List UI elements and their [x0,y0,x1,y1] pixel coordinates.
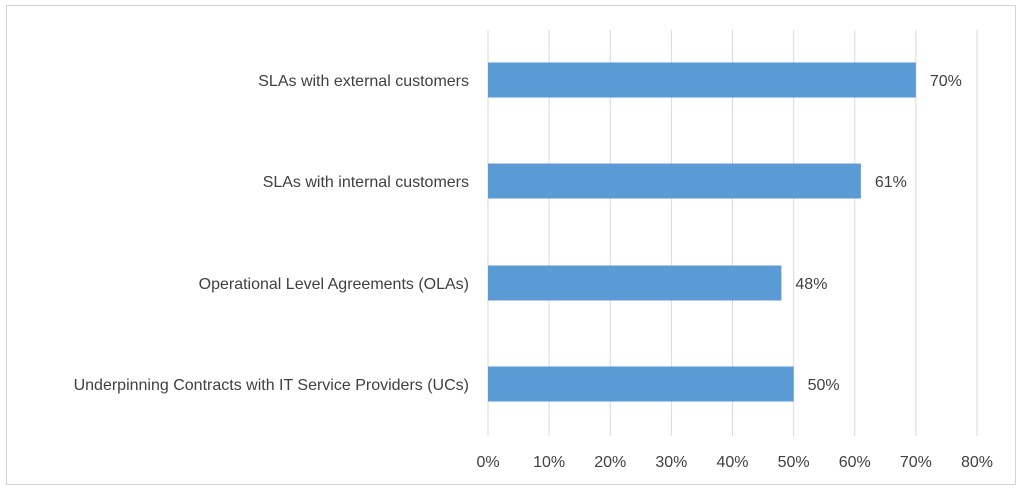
x-tick-label: 40% [716,454,748,471]
category-label: SLAs with external customers [258,73,469,90]
bar [488,163,861,199]
data-label: 61% [875,174,907,191]
x-tick-label: 10% [533,454,565,471]
x-tick-label: 30% [655,454,687,471]
x-tick-label: 60% [839,454,871,471]
x-tick-label: 80% [961,454,993,471]
category-label: Underpinning Contracts with IT Service P… [74,377,469,394]
category-label: SLAs with internal customers [263,174,469,191]
bar [488,366,794,402]
category-label: Operational Level Agreements (OLAs) [199,276,469,293]
bar [488,265,782,301]
data-label: 48% [795,276,827,293]
bar [488,62,916,98]
x-tick-label: 50% [778,454,810,471]
x-tick-label: 0% [476,454,499,471]
x-tick-label: 70% [900,454,932,471]
x-tick-label: 20% [594,454,626,471]
data-label: 70% [930,73,962,90]
data-label: 50% [808,377,840,394]
